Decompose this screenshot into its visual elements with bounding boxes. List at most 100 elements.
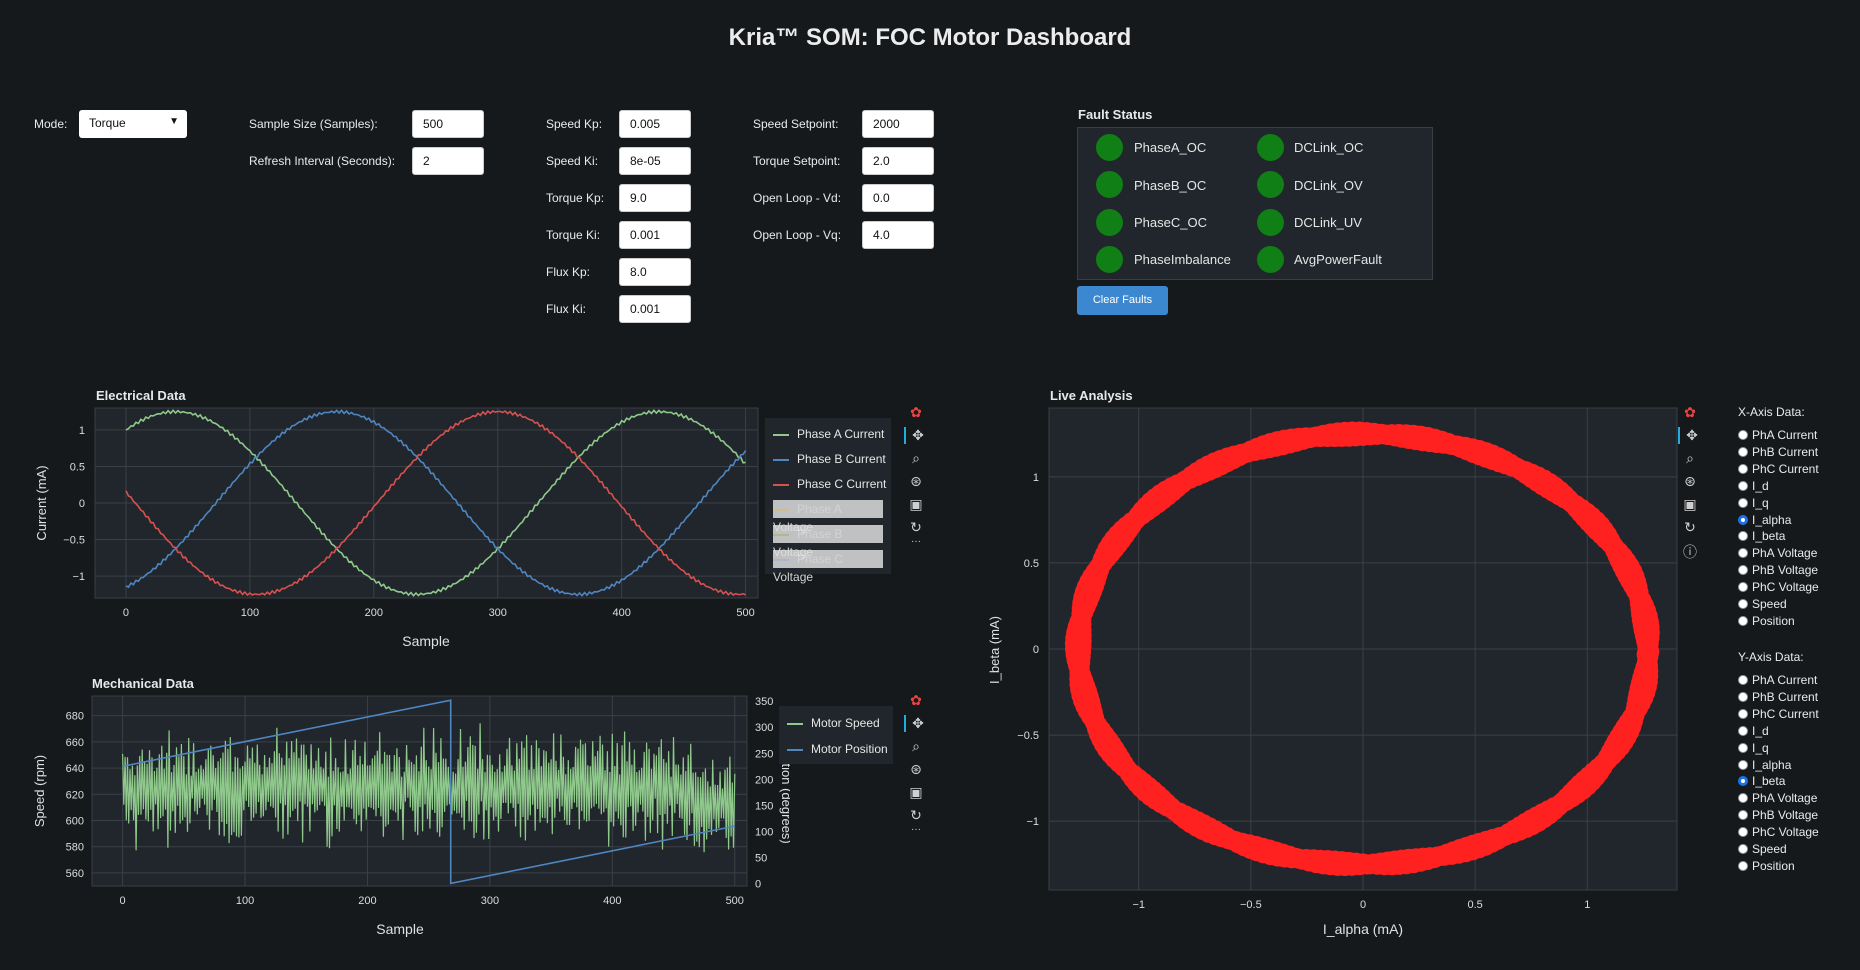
- radio-button[interactable]: [1738, 675, 1748, 685]
- y-axis-radio-phc-voltage[interactable]: PhC Voltage: [1738, 824, 1819, 841]
- radio-button[interactable]: [1738, 691, 1748, 702]
- clear-faults-button[interactable]: Clear Faults: [1077, 286, 1168, 315]
- torque-ki-input[interactable]: [619, 221, 691, 249]
- radio-button[interactable]: [1738, 497, 1748, 508]
- y-axis-radio-i-beta[interactable]: I_beta: [1738, 773, 1785, 790]
- legend-item-phase-a-current[interactable]: Phase A Current: [773, 425, 884, 443]
- radio-button[interactable]: [1738, 708, 1748, 719]
- radio-button[interactable]: [1738, 759, 1748, 770]
- mode-select[interactable]: Torque ▼: [79, 110, 187, 138]
- radio-button[interactable]: [1738, 582, 1748, 593]
- radio-button[interactable]: [1738, 514, 1748, 525]
- more-icon[interactable]: ···: [911, 536, 921, 547]
- reset-icon[interactable]: ↻: [1684, 519, 1696, 535]
- wheel-zoom-icon[interactable]: ⊛: [910, 761, 922, 777]
- y-axis-radio-pha-voltage[interactable]: PhA Voltage: [1738, 790, 1817, 807]
- mechanical-data-chart[interactable]: 0 100 200 300 400 500 560 580 600 620 640 660 680 0 50…: [30, 688, 790, 948]
- save-icon[interactable]: ▣: [909, 784, 923, 800]
- radio-button[interactable]: [1738, 548, 1748, 559]
- reset-icon[interactable]: ↻: [910, 519, 922, 535]
- save-icon[interactable]: ▣: [1683, 496, 1697, 512]
- pan-icon[interactable]: ✥: [904, 427, 930, 444]
- bokeh-logo-icon[interactable]: ✿: [910, 692, 922, 708]
- y-tick-label: 0: [1033, 644, 1039, 656]
- bokeh-logo-icon[interactable]: ✿: [1684, 404, 1696, 420]
- legend-item-phase-b-voltage[interactable]: Phase B Voltage: [773, 525, 883, 559]
- y-axis-radio-i-d[interactable]: I_d: [1738, 723, 1769, 740]
- radio-button[interactable]: [1738, 827, 1748, 838]
- radio-button[interactable]: [1738, 793, 1748, 804]
- y-axis-label: Speed (rpm): [32, 755, 47, 827]
- y-axis-radio-speed[interactable]: Speed: [1738, 841, 1787, 858]
- x-axis-radio-position[interactable]: Position: [1738, 613, 1795, 630]
- y-tick-label: 620: [66, 789, 84, 801]
- radio-button[interactable]: [1738, 810, 1748, 821]
- y-axis-radio-pha-current[interactable]: PhA Current: [1738, 672, 1817, 689]
- x-axis-radio-phb-current[interactable]: PhB Current: [1738, 444, 1818, 461]
- legend-item-phase-c-voltage[interactable]: Phase C Voltage: [773, 550, 883, 584]
- fault-led: [1096, 134, 1123, 161]
- speed-setpoint-input[interactable]: [862, 110, 934, 138]
- speed-kp-input[interactable]: [619, 110, 691, 138]
- radio-button[interactable]: [1738, 599, 1748, 609]
- sample-size-input[interactable]: [412, 110, 484, 138]
- x-axis-radio-pha-voltage[interactable]: PhA Voltage: [1738, 545, 1817, 562]
- radio-button[interactable]: [1738, 463, 1748, 474]
- live-analysis-chart[interactable]: −1 −0.5 0 0.5 1 −1 −0.5 0 0.5 1 I_alpha (mA) I_be…: [985, 400, 1685, 945]
- x-axis-radio-pha-current[interactable]: PhA Current: [1738, 427, 1817, 444]
- y-axis-radio-phb-voltage[interactable]: PhB Voltage: [1738, 807, 1818, 824]
- radio-button[interactable]: [1738, 480, 1748, 491]
- flux-kp-input[interactable]: [619, 258, 691, 286]
- open-loop-vd-input[interactable]: [862, 184, 934, 212]
- help-icon[interactable]: ⓘ: [1683, 544, 1697, 560]
- x-tick-label: 300: [489, 607, 507, 619]
- y-axis-radio-i-alpha[interactable]: I_alpha: [1738, 757, 1791, 774]
- radio-button[interactable]: [1738, 776, 1748, 787]
- legend-item-motor-speed[interactable]: Motor Speed: [787, 714, 880, 732]
- bokeh-logo-icon[interactable]: ✿: [910, 404, 922, 420]
- x-axis-radio-phc-current[interactable]: PhC Current: [1738, 461, 1819, 478]
- x-axis-radio-i-beta[interactable]: I_beta: [1738, 528, 1785, 545]
- box-zoom-icon[interactable]: ⌕: [912, 738, 920, 754]
- x-axis-radio-i-d[interactable]: I_d: [1738, 478, 1769, 495]
- pan-icon[interactable]: ✥: [1678, 427, 1704, 444]
- legend-item-motor-position[interactable]: Motor Position: [787, 740, 888, 758]
- x-axis-radio-phc-voltage[interactable]: PhC Voltage: [1738, 579, 1819, 596]
- wheel-zoom-icon[interactable]: ⊛: [910, 473, 922, 489]
- torque-kp-input[interactable]: [619, 184, 691, 212]
- legend-item-phase-b-current[interactable]: Phase B Current: [773, 450, 886, 468]
- radio-button[interactable]: [1738, 430, 1748, 440]
- reset-icon[interactable]: ↻: [910, 807, 922, 823]
- x-tick-label: 200: [365, 607, 383, 619]
- y-axis-radio-i-q[interactable]: I_q: [1738, 740, 1769, 757]
- radio-button[interactable]: [1738, 725, 1748, 736]
- radio-button[interactable]: [1738, 531, 1748, 542]
- x-axis-radio-phb-voltage[interactable]: PhB Voltage: [1738, 562, 1818, 579]
- more-icon[interactable]: ···: [911, 824, 921, 835]
- x-axis-radio-speed[interactable]: Speed: [1738, 596, 1787, 613]
- radio-button[interactable]: [1738, 844, 1748, 854]
- y-axis-radio-phb-current[interactable]: PhB Current: [1738, 689, 1818, 706]
- box-zoom-icon[interactable]: ⌕: [912, 450, 920, 466]
- y-axis-radio-phc-current[interactable]: PhC Current: [1738, 706, 1819, 723]
- radio-button[interactable]: [1738, 446, 1748, 457]
- radio-button[interactable]: [1738, 565, 1748, 576]
- save-icon[interactable]: ▣: [909, 496, 923, 512]
- electrical-data-chart[interactable]: 0 100 200 300 400 500 −1 −0.5 0 0.5 1 Sample Curre…: [30, 400, 770, 660]
- pan-icon[interactable]: ✥: [904, 715, 930, 732]
- x-axis-radio-i-alpha[interactable]: I_alpha: [1738, 512, 1791, 529]
- flux-ki-input[interactable]: [619, 295, 691, 323]
- torque-setpoint-input[interactable]: [862, 147, 934, 175]
- radio-button[interactable]: [1738, 860, 1748, 871]
- legend-item-phase-a-voltage[interactable]: Phase A Voltage: [773, 500, 883, 534]
- box-zoom-icon[interactable]: ⌕: [1686, 450, 1694, 466]
- radio-button[interactable]: [1738, 615, 1748, 626]
- refresh-interval-input[interactable]: [412, 147, 484, 175]
- radio-button[interactable]: [1738, 742, 1748, 753]
- open-loop-vq-input[interactable]: [862, 221, 934, 249]
- speed-ki-input[interactable]: [619, 147, 691, 175]
- x-axis-radio-i-q[interactable]: I_q: [1738, 495, 1769, 512]
- legend-item-phase-c-current[interactable]: Phase C Current: [773, 475, 886, 493]
- wheel-zoom-icon[interactable]: ⊛: [1684, 473, 1696, 489]
- y-axis-radio-position[interactable]: Position: [1738, 858, 1795, 875]
